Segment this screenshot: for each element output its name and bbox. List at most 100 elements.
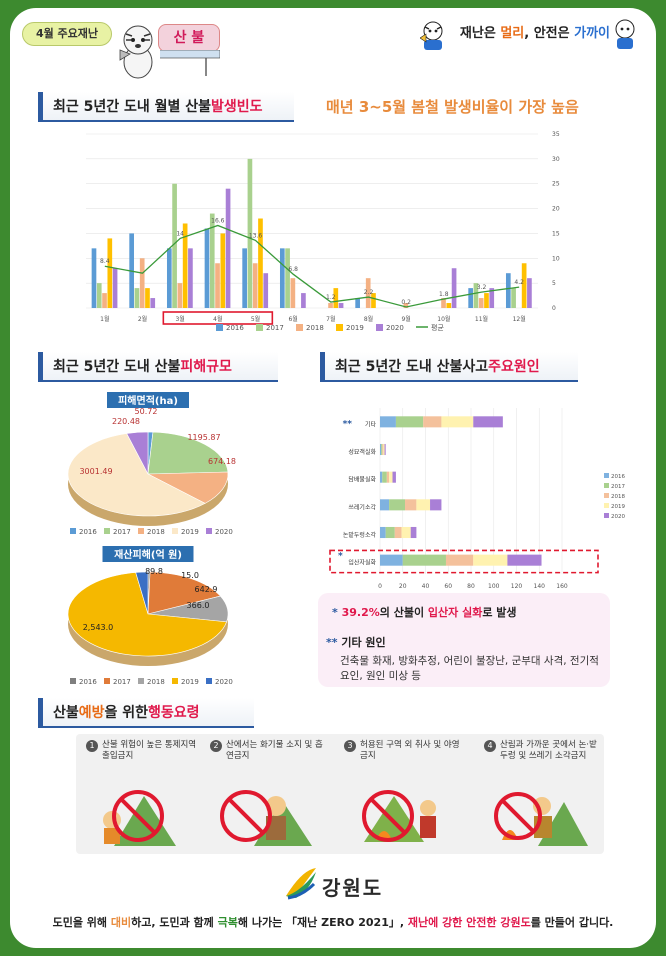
bar-2020 — [392, 471, 396, 483]
x-tick-label: 2월 — [138, 315, 147, 323]
y-tick-label: 15 — [552, 230, 560, 237]
bar-2019 — [258, 218, 263, 308]
gangwon-logo-text: 강원도 — [322, 876, 384, 900]
legend-label: 2019 — [181, 528, 199, 536]
legend-label: 2020 — [215, 678, 233, 686]
pie-slice-2019 — [67, 433, 206, 517]
bar-2020 — [489, 288, 495, 308]
bar-2016 — [279, 248, 285, 308]
legend-swatch — [172, 678, 178, 684]
bar-2019 — [401, 526, 411, 539]
legend-label: 2017 — [113, 528, 131, 536]
x-tick-label: 160 — [556, 583, 568, 590]
legend-swatch — [604, 483, 609, 488]
no-burning-icon — [494, 792, 588, 846]
legend-label: 2017 — [113, 678, 131, 686]
y-tick-label: 논밭두렁소각 — [343, 531, 377, 539]
average-data-label: 1.8 — [439, 291, 449, 298]
y-tick-label: 성묘객실화 — [348, 448, 376, 456]
bar-2018 — [177, 283, 183, 308]
bar-2017 — [511, 288, 516, 308]
fire-cause-bar-chart: 0 20 40 60 80 100 120 140 160 ** 기타성묘객실화담배불실화쓰레기소각… — [329, 408, 625, 590]
bar-2019 — [107, 238, 113, 308]
bar-2018 — [403, 303, 409, 308]
legend-swatch — [604, 513, 609, 518]
average-data-label: 6.8 — [288, 266, 298, 273]
bar-2017 — [382, 471, 387, 483]
bar-2016 — [505, 273, 511, 308]
bar-2018 — [394, 526, 402, 539]
bar-2018 — [215, 263, 220, 308]
legend-label: 2016 — [79, 678, 97, 686]
legend-swatch — [104, 528, 110, 534]
average-data-label: 3.2 — [477, 284, 487, 291]
bar-2017 — [134, 288, 140, 308]
legend-label: 2018 — [147, 528, 165, 536]
pie-data-label: 1195.87 — [187, 433, 220, 442]
bar-2020 — [430, 499, 442, 511]
cause-marker: ** — [343, 419, 353, 429]
bar-2020 — [263, 273, 269, 308]
bar-2018 — [382, 443, 384, 456]
bar-2020 — [188, 248, 193, 308]
bar-2019 — [446, 303, 452, 308]
y-tick-label: 0 — [552, 305, 556, 312]
bar-2020 — [150, 298, 156, 308]
bar-2017 — [172, 183, 177, 308]
x-tick-label: 10월 — [437, 315, 450, 323]
bar-2018 — [441, 298, 446, 308]
bar-2018 — [386, 471, 390, 483]
footer-slogan: 도민을 위해 대비하고, 도민과 함께 극복해 나가는 「재난 ZERO 202… — [52, 916, 614, 929]
bar-2020 — [338, 303, 344, 308]
bar-2020 — [112, 268, 118, 308]
bar-2016 — [91, 248, 97, 308]
legend-swatch — [104, 678, 110, 684]
bar-2016 — [380, 526, 386, 539]
x-tick-label: 40 — [422, 583, 430, 590]
bar-2017 — [381, 443, 383, 456]
x-tick-label: 100 — [488, 583, 500, 590]
y-tick-label: 20 — [552, 206, 560, 213]
x-tick-label: 140 — [534, 583, 546, 590]
monthly-fire-frequency-chart: 0 5 10 15 20 25 30 35 1월 2월 3월 4월 5월 6월 7월 8월 9월 10월 11월 12… — [86, 131, 560, 332]
legend-label: 2019 — [611, 504, 625, 510]
rule-item: 3 허용된 구역 외 취사 및 야영금지 — [344, 740, 464, 762]
section-monthly-title: 최근 5년간 도내 월별 산불 발생빈도 — [38, 92, 294, 122]
pie-data-label: 2,543.0 — [83, 623, 114, 632]
bar-2016 — [468, 288, 473, 308]
bar-2019 — [473, 554, 508, 566]
bar-2019 — [220, 233, 226, 308]
cause-marker: * — [338, 551, 343, 561]
bar-2019 — [333, 288, 339, 308]
average-data-label: 1.2 — [326, 294, 336, 301]
x-tick-label: 20 — [399, 583, 407, 590]
bar-2017 — [96, 283, 102, 308]
bar-2019 — [521, 263, 527, 308]
pie-title-bg — [102, 546, 194, 562]
section-prevention-title: 산불 예방 을 위한 행동요령 — [38, 698, 254, 728]
y-tick-label: 30 — [552, 156, 560, 163]
legend-label: 2018 — [611, 494, 625, 500]
y-tick-label: 25 — [552, 181, 560, 188]
no-smoking-hiker-icon — [220, 790, 312, 846]
y-tick-label: 담배불실화 — [348, 476, 376, 484]
legend-swatch — [138, 678, 144, 684]
bar-2019 — [145, 288, 150, 308]
cause-note-other-list: 건축물 화재, 방화추정, 어린이 불장난, 군부대 사격, 전기적 요인, 원… — [340, 655, 599, 682]
tiger-hero-icon — [420, 21, 443, 50]
legend-label: 2018 — [147, 678, 165, 686]
bar-2018 — [445, 554, 474, 566]
rule-item: 1 산불 위험이 높은 통제지역 출입금지 — [86, 740, 206, 762]
legend-swatch — [604, 473, 609, 478]
bar-2017 — [285, 248, 290, 308]
average-data-label: 13.6 — [249, 232, 263, 239]
pie-data-label: 220.48 — [112, 417, 140, 426]
bar-2017 — [209, 213, 215, 308]
cause-note-box — [318, 593, 610, 687]
pie-title: 피해면적(ha) — [118, 394, 178, 407]
legend-label: 평균 — [431, 323, 444, 332]
bar-2018 — [102, 293, 107, 308]
pie-data-label: 15.0 — [181, 571, 199, 580]
bar-2017 — [395, 416, 424, 428]
bar-2020 — [410, 526, 417, 539]
